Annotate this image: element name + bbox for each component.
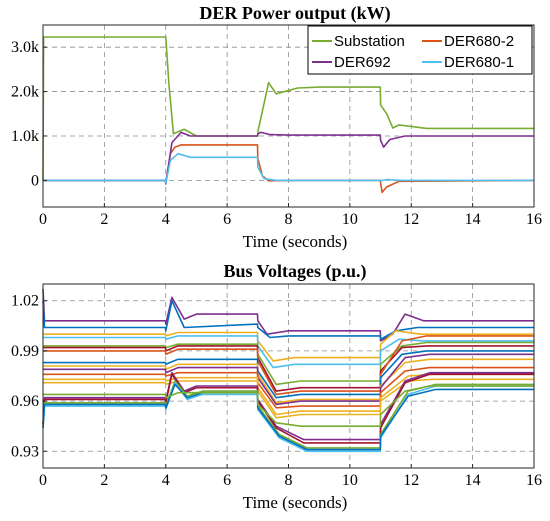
x-tick-label: 4 [162, 472, 170, 489]
x-tick-label: 10 [342, 472, 358, 489]
x-tick-label: 12 [403, 472, 419, 489]
series-line-3 [43, 329, 534, 362]
y-tick-label: 0.93 [11, 443, 39, 460]
series-line-7 [43, 335, 534, 396]
series-line-12 [43, 373, 534, 416]
x-tick-label: 16 [526, 211, 542, 228]
series-line-substation [42, 36, 534, 181]
series-group [42, 36, 535, 194]
series-line-der680-1 [43, 152, 534, 184]
legend-label-der680-2: DER680-2 [444, 33, 514, 50]
legend-label-der692: DER692 [334, 54, 391, 71]
x-tick-label: 0 [39, 472, 47, 489]
legend-label-der680-1: DER680-1 [444, 54, 514, 71]
series-line-10 [43, 353, 534, 406]
x-axis-label: Time (seconds) [243, 493, 348, 512]
x-tick-label: 6 [223, 472, 231, 489]
x-tick-label: 0 [39, 211, 47, 228]
x-tick-label: 14 [465, 472, 481, 489]
y-tick-label: 0.99 [11, 343, 39, 360]
x-tick-label: 2 [100, 211, 108, 228]
series-line-4 [43, 335, 534, 369]
x-tick-label: 2 [100, 472, 108, 489]
series-line-der692 [43, 131, 534, 185]
series-line-1 [42, 288, 534, 342]
bus-voltages-chart: Bus Voltages (p.u.) Time (seconds) 0 2 4 6 8… [11, 261, 542, 512]
x-tick-label: 16 [526, 472, 542, 489]
y-tick-label: 0.96 [11, 393, 39, 410]
y-tick-label: 3.0k [11, 39, 39, 56]
x-tick-label: 10 [342, 211, 358, 228]
y-tick-label: 1.0k [11, 128, 39, 145]
legend-box [307, 25, 533, 75]
y-tick-label: 2.0k [11, 84, 39, 101]
chart-title: Bus Voltages (p.u.) [223, 261, 366, 282]
y-tick-label: 1.02 [11, 293, 39, 310]
x-tick-label: 12 [403, 211, 419, 228]
x-tick-label: 8 [285, 472, 293, 489]
legend: Substation DER680-2 DER692 DER680-1 [307, 25, 533, 75]
x-tick-label: 6 [223, 211, 231, 228]
plot-area [43, 284, 534, 468]
x-tick-label: 4 [162, 211, 170, 228]
x-tick-label: 14 [465, 211, 481, 228]
x-axis-label: Time (seconds) [243, 232, 348, 251]
y-tick-label: 0 [31, 172, 39, 189]
series-line-2 [42, 299, 534, 341]
legend-label-substation: Substation [334, 33, 405, 50]
series-line-11 [43, 366, 534, 409]
chart-title: DER Power output (kW) [199, 3, 390, 24]
series-line-19 [43, 385, 534, 428]
series-line-8 [43, 350, 534, 399]
x-tick-label: 8 [285, 211, 293, 228]
series-group [42, 288, 534, 453]
